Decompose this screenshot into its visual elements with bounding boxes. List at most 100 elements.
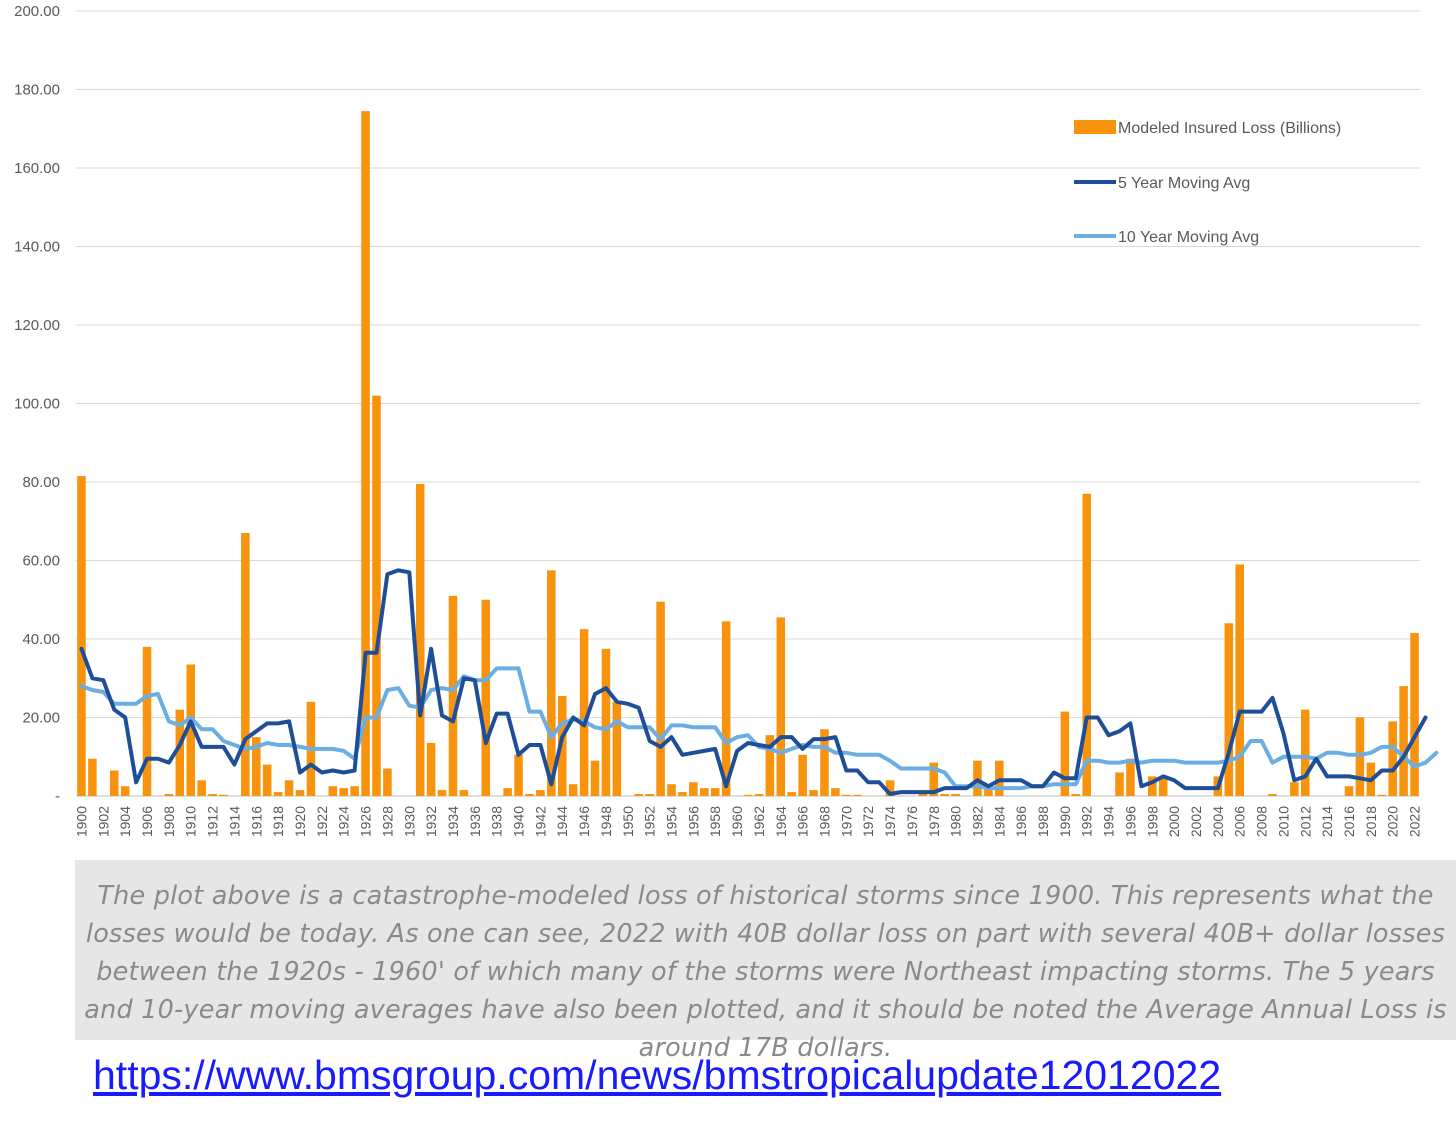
x-tick-label: 2012 [1297, 806, 1313, 837]
bar [339, 788, 348, 796]
x-tick-label: 1942 [532, 806, 548, 837]
bar [164, 794, 174, 796]
x-tick-label: 1974 [882, 806, 898, 837]
x-tick-label: 2006 [1232, 806, 1248, 837]
bar [1148, 776, 1157, 796]
bar [700, 788, 709, 796]
x-tick-label: 1910 [183, 806, 199, 837]
x-tick-label: 1990 [1057, 806, 1073, 837]
bar [809, 790, 818, 796]
x-tick-label: 1916 [248, 806, 264, 837]
bar [1344, 786, 1354, 796]
x-tick-label: 1938 [489, 806, 505, 837]
bar [820, 729, 829, 796]
bar [525, 794, 534, 796]
legend-swatch-bar [1074, 120, 1116, 134]
bar [601, 648, 611, 796]
x-tick-label: 1966 [795, 806, 811, 837]
x-tick-label: 2020 [1385, 806, 1401, 837]
bar [612, 701, 622, 796]
bar [284, 780, 294, 796]
bar [951, 794, 960, 796]
x-tick-label: 1922 [314, 806, 330, 837]
bar [448, 595, 458, 796]
legend-label: 5 Year Moving Avg [1118, 175, 1250, 192]
bar [1224, 623, 1234, 796]
x-tick-label: 1940 [511, 806, 527, 837]
loss-chart: - 20.00 40.00 60.00 80.00 100.00 120.00 140.00 1… [14, 3, 1439, 837]
bar [842, 794, 851, 796]
gridlines [76, 10, 1420, 797]
bar [372, 395, 381, 796]
x-tick-label: 1956 [685, 806, 701, 837]
source-link[interactable]: https://www.bmsgroup.com/news/bmstropica… [93, 1052, 1222, 1098]
x-tick-label: 1932 [423, 806, 439, 837]
x-tick-label: 1918 [270, 806, 286, 837]
bar [109, 770, 119, 796]
x-axis: 1900 1902 1904 1906 1908 1910 1912 1914 1916 1918… [73, 806, 1422, 837]
x-tick-label: 1920 [292, 806, 308, 837]
x-tick-label: 1976 [904, 806, 920, 837]
y-tick-label: 160.00 [14, 160, 60, 177]
x-tick-label: 1958 [707, 806, 723, 837]
bar [437, 790, 447, 796]
bar [634, 794, 643, 796]
bar [918, 794, 928, 796]
bar [645, 794, 654, 796]
x-tick-label: 2002 [1188, 806, 1204, 837]
x-tick-label: 2008 [1254, 806, 1270, 837]
x-tick-label: 1996 [1122, 806, 1138, 837]
bar [252, 737, 261, 796]
bar [197, 780, 206, 796]
bar [754, 794, 764, 796]
bar [1410, 633, 1419, 796]
bar [721, 621, 731, 796]
x-tick-label: 1978 [926, 806, 942, 837]
bar [186, 664, 195, 796]
legend-label: 10 Year Moving Avg [1118, 229, 1259, 246]
bar [536, 790, 545, 796]
bar [590, 760, 600, 796]
x-tick-label: 1984 [991, 806, 1007, 837]
x-tick-label: 1900 [73, 806, 89, 837]
x-tick-label: 1954 [664, 806, 680, 837]
bar [710, 788, 720, 796]
bar [853, 794, 862, 796]
y-tick-label: 20.00 [22, 710, 60, 727]
bar [557, 695, 567, 796]
line-10yr [79, 666, 1439, 791]
y-tick-label: 80.00 [22, 474, 60, 491]
x-tick-label: 1970 [838, 806, 854, 837]
x-tick-label: 1962 [751, 806, 767, 837]
x-tick-label: 1914 [226, 806, 242, 837]
bar [1290, 782, 1299, 796]
bar [831, 788, 840, 796]
x-tick-label: 1992 [1079, 806, 1095, 837]
x-tick-label: 1908 [161, 806, 177, 837]
bar [514, 754, 523, 796]
x-tick-label: 1968 [816, 806, 832, 837]
bar [656, 601, 665, 796]
y-tick-label: 120.00 [14, 317, 60, 334]
bar [142, 646, 152, 796]
bar [984, 784, 993, 796]
bar [1399, 686, 1408, 796]
bar [579, 629, 589, 796]
bar [787, 792, 796, 796]
bar [1115, 772, 1124, 796]
x-tick-label: 1904 [117, 806, 133, 837]
bar [1126, 758, 1135, 796]
bar [175, 709, 185, 796]
bar [765, 735, 775, 796]
y-tick-label: 40.00 [22, 631, 60, 648]
bar [798, 754, 807, 796]
bar [415, 483, 425, 796]
bar [1158, 776, 1168, 796]
bar [77, 476, 86, 796]
caption-text: The plot above is a catastrophe-modeled … [84, 881, 1447, 1063]
x-tick-label: 1952 [642, 806, 658, 837]
x-tick-label: 1986 [1013, 806, 1029, 837]
legend-label: Modeled Insured Loss (Billions) [1118, 120, 1341, 137]
bar [667, 784, 676, 796]
bar [1301, 709, 1310, 796]
